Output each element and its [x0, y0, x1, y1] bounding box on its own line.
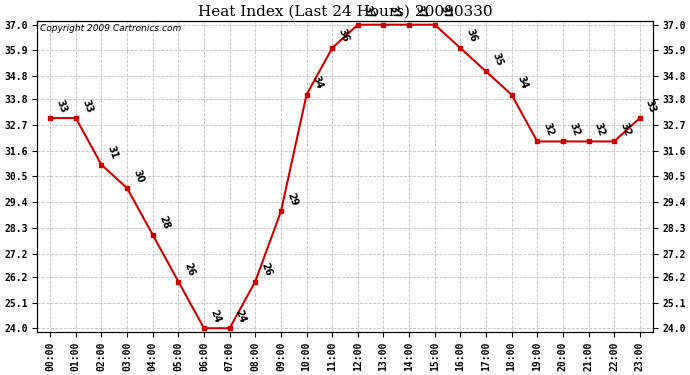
Text: 37: 37	[388, 4, 402, 21]
Title: Heat Index (Last 24 Hours) 20090330: Heat Index (Last 24 Hours) 20090330	[198, 4, 492, 19]
Text: 37: 37	[413, 4, 427, 21]
Text: 36: 36	[336, 28, 351, 44]
Text: 28: 28	[157, 214, 171, 231]
Text: 26: 26	[183, 261, 197, 278]
Text: 37: 37	[439, 4, 453, 21]
Text: 24: 24	[234, 308, 248, 324]
Text: 33: 33	[80, 98, 94, 114]
Text: 24: 24	[208, 308, 222, 324]
Text: 35: 35	[490, 51, 504, 67]
Text: Copyright 2009 Cartronics.com: Copyright 2009 Cartronics.com	[41, 24, 181, 33]
Text: 31: 31	[106, 144, 119, 160]
Text: 26: 26	[259, 261, 273, 278]
Text: 33: 33	[55, 98, 68, 114]
Text: 36: 36	[464, 28, 479, 44]
Text: 34: 34	[310, 75, 325, 91]
Text: 34: 34	[516, 75, 530, 91]
Text: 30: 30	[131, 168, 146, 184]
Text: 32: 32	[593, 121, 607, 137]
Text: 32: 32	[567, 121, 581, 137]
Text: 37: 37	[362, 4, 376, 21]
Text: 32: 32	[542, 121, 555, 137]
Text: 32: 32	[618, 121, 632, 137]
Text: 33: 33	[644, 98, 658, 114]
Text: 29: 29	[285, 191, 299, 207]
